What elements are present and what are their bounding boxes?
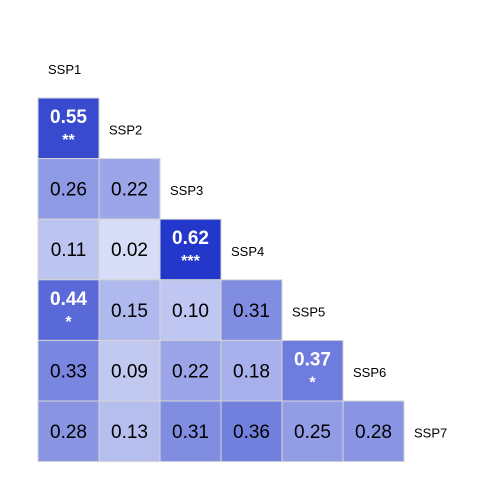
cell-value-label: 0.62 <box>172 228 209 249</box>
heatmap-cell <box>37 97 100 160</box>
heatmap-cell <box>159 218 222 281</box>
heatmap-cell-labels: 0.55 ** 0.26 0.22 0.11 0.02 0.62 *** 0.44 * 0.15 0.… <box>50 107 392 443</box>
heatmap-cell <box>220 400 283 463</box>
variable-label: SSP5 <box>292 304 325 319</box>
heatmap-cell <box>98 158 161 220</box>
heatmap-cell <box>37 158 100 220</box>
significance-stars: * <box>65 314 72 331</box>
heatmap-cell <box>342 400 405 463</box>
heatmap-cell <box>98 400 161 463</box>
cell-value-label: 0.11 <box>51 240 87 261</box>
heatmap-cell <box>281 400 344 463</box>
cell-value-label: 0.28 <box>50 422 87 443</box>
cell-value-label: 0.44 <box>50 289 87 310</box>
cell-value-label: 0.26 <box>50 180 87 201</box>
cell-value-label: 0.09 <box>111 361 148 382</box>
significance-stars: * <box>309 374 316 391</box>
cell-value-label: 0.31 <box>233 301 270 322</box>
variable-label: SSP3 <box>170 183 203 198</box>
significance-stars: ** <box>62 132 75 149</box>
cell-value-label: 0.33 <box>50 361 87 382</box>
heatmap-cell <box>220 339 283 402</box>
variable-label: SSP6 <box>353 365 386 380</box>
cell-value-label: 0.22 <box>172 361 209 382</box>
cell-value-label: 0.28 <box>355 422 392 443</box>
cell-value-label: 0.22 <box>111 180 148 201</box>
cell-value-label: 0.55 <box>50 107 87 128</box>
heatmap-cells <box>37 97 405 463</box>
variable-label: SSP1 <box>48 62 81 77</box>
cell-value-label: 0.02 <box>111 240 148 261</box>
cell-value-label: 0.31 <box>172 422 209 443</box>
variable-label: SSP7 <box>414 426 447 441</box>
heatmap-cell <box>98 339 161 402</box>
cell-value-label: 0.10 <box>172 301 209 322</box>
variable-label: SSP2 <box>109 123 142 138</box>
heatmap-cell <box>159 400 222 463</box>
significance-stars: *** <box>181 253 200 270</box>
cell-value-label: 0.18 <box>233 361 270 382</box>
variable-label: SSP4 <box>231 244 264 259</box>
cell-value-label: 0.36 <box>233 422 270 443</box>
heatmap-cell <box>220 279 283 341</box>
variable-labels: SSP1 SSP2 SSP3 SSP4 SSP5 SSP6 SSP7 <box>48 62 447 441</box>
heatmap-cell <box>37 400 100 463</box>
cell-value-label: 0.13 <box>111 422 148 443</box>
cell-value-label: 0.37 <box>294 349 331 370</box>
heatmap-cell <box>98 279 161 341</box>
cell-value-label: 0.15 <box>111 301 148 322</box>
cell-value-label: 0.25 <box>294 422 331 443</box>
